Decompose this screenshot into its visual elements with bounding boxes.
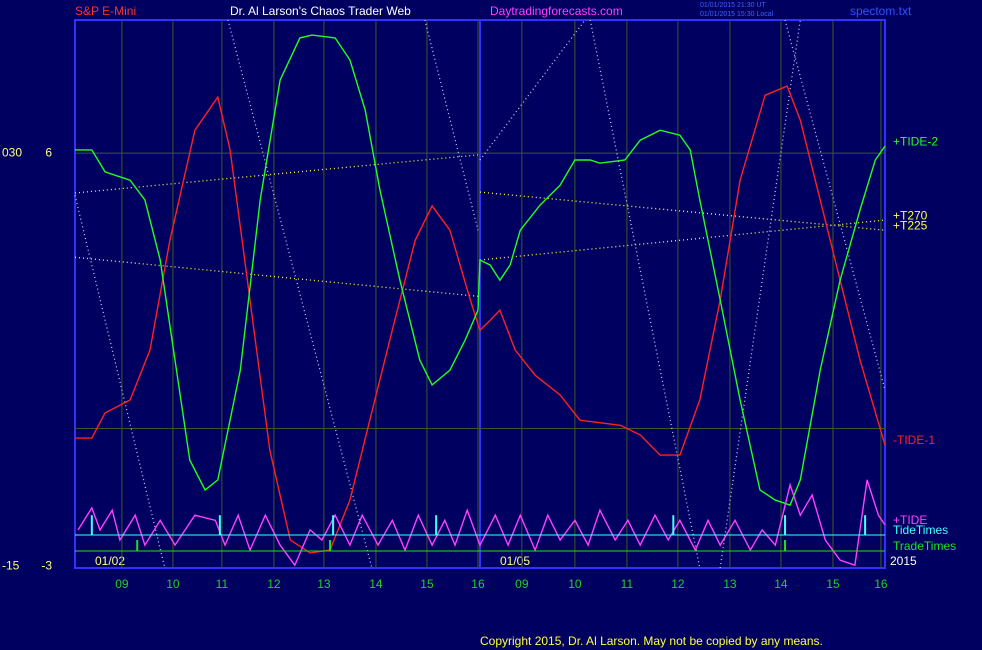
year-label: 2015 [890, 554, 917, 568]
x-tick-label: 16 [874, 577, 888, 591]
file-name: spectom.txt [850, 4, 912, 18]
x-tick-label: 15 [826, 577, 840, 591]
y2-tick-label: -15 [2, 558, 20, 572]
x-tick-label: 15 [420, 577, 434, 591]
timestamp: 01/01/2015 15:30 Local [700, 11, 774, 18]
series-label: +T225 [893, 218, 928, 232]
x-tick-label: 13 [317, 577, 331, 591]
x-tick-label: 16 [471, 577, 485, 591]
y-tick-label: 6 [45, 145, 52, 159]
date-label: 01/05 [500, 554, 530, 568]
y-tick-label: -3 [41, 558, 52, 572]
x-tick-label: 10 [166, 577, 180, 591]
x-tick-label: 12 [671, 577, 685, 591]
series-line [74, 19, 886, 569]
copyright: Copyright 2015, Dr. Al Larson. May not b… [480, 634, 823, 648]
instrument: S&P E-Mini [75, 4, 136, 18]
series-label: +TIDE-2 [893, 134, 938, 148]
series-label: TideTimes [893, 523, 948, 537]
x-tick-label: 13 [723, 577, 737, 591]
series-label: TradeTimes [893, 539, 956, 553]
x-tick-label: 09 [515, 577, 529, 591]
y2-tick-label: 030 [2, 145, 22, 159]
timestamp: 01/01/2015 21:30 UT [700, 2, 766, 9]
x-tick-label: 14 [774, 577, 788, 591]
x-tick-label: 11 [621, 577, 634, 591]
series-label: -TIDE-1 [893, 433, 935, 447]
x-tick-label: 12 [267, 577, 281, 591]
x-tick-label: 10 [568, 577, 582, 591]
series-label: +T270 [893, 208, 928, 222]
x-tick-label: 09 [115, 577, 129, 591]
x-tick-label: 11 [216, 577, 229, 591]
site-title: Dr. Al Larson's Chaos Trader Web [230, 4, 411, 18]
series-label: +TIDE [893, 513, 927, 527]
x-tick-label: 14 [369, 577, 383, 591]
date-label: 01/02 [95, 554, 125, 568]
series-line [77, 479, 886, 567]
series-line [75, 34, 886, 506]
site-url: Daytradingforecasts.com [490, 4, 623, 18]
